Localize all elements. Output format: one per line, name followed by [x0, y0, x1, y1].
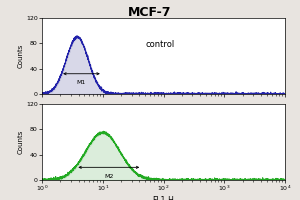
- Y-axis label: Counts: Counts: [17, 130, 23, 154]
- X-axis label: FL1-H: FL1-H: [153, 196, 174, 200]
- Text: MCF-7: MCF-7: [128, 6, 172, 19]
- Text: M1: M1: [77, 80, 86, 85]
- Text: control: control: [145, 40, 175, 49]
- Y-axis label: Counts: Counts: [17, 44, 23, 68]
- Text: M2: M2: [104, 174, 113, 179]
